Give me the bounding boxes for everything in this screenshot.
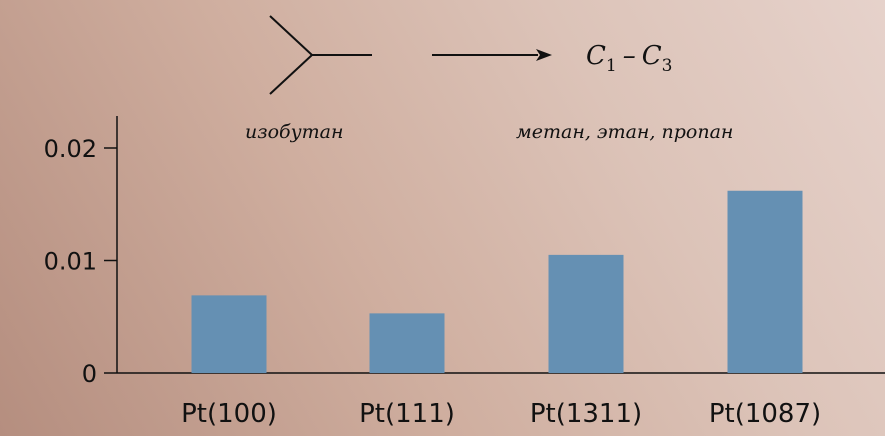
y-tick-label: 0.01 (44, 248, 97, 276)
isobutane-skeletal-icon (269, 15, 372, 95)
x-tick-label: Pt(1311) (530, 399, 642, 429)
x-tick-label: Pt(1087) (709, 399, 821, 429)
product-formula: C1– C3 (586, 41, 672, 76)
bar (369, 313, 445, 373)
bar (548, 254, 624, 373)
y-tick-label: 0 (82, 360, 97, 388)
bar (191, 295, 267, 373)
x-tick-label: Pt(100) (181, 399, 277, 429)
right-arrow-icon (432, 49, 552, 61)
reactant-label: изобутан (245, 121, 344, 143)
y-tick-label: 0.02 (44, 135, 97, 163)
bar (727, 190, 803, 373)
x-tick-label: Pt(111) (359, 399, 455, 429)
product-label: метан, этан, пропан (516, 121, 733, 143)
